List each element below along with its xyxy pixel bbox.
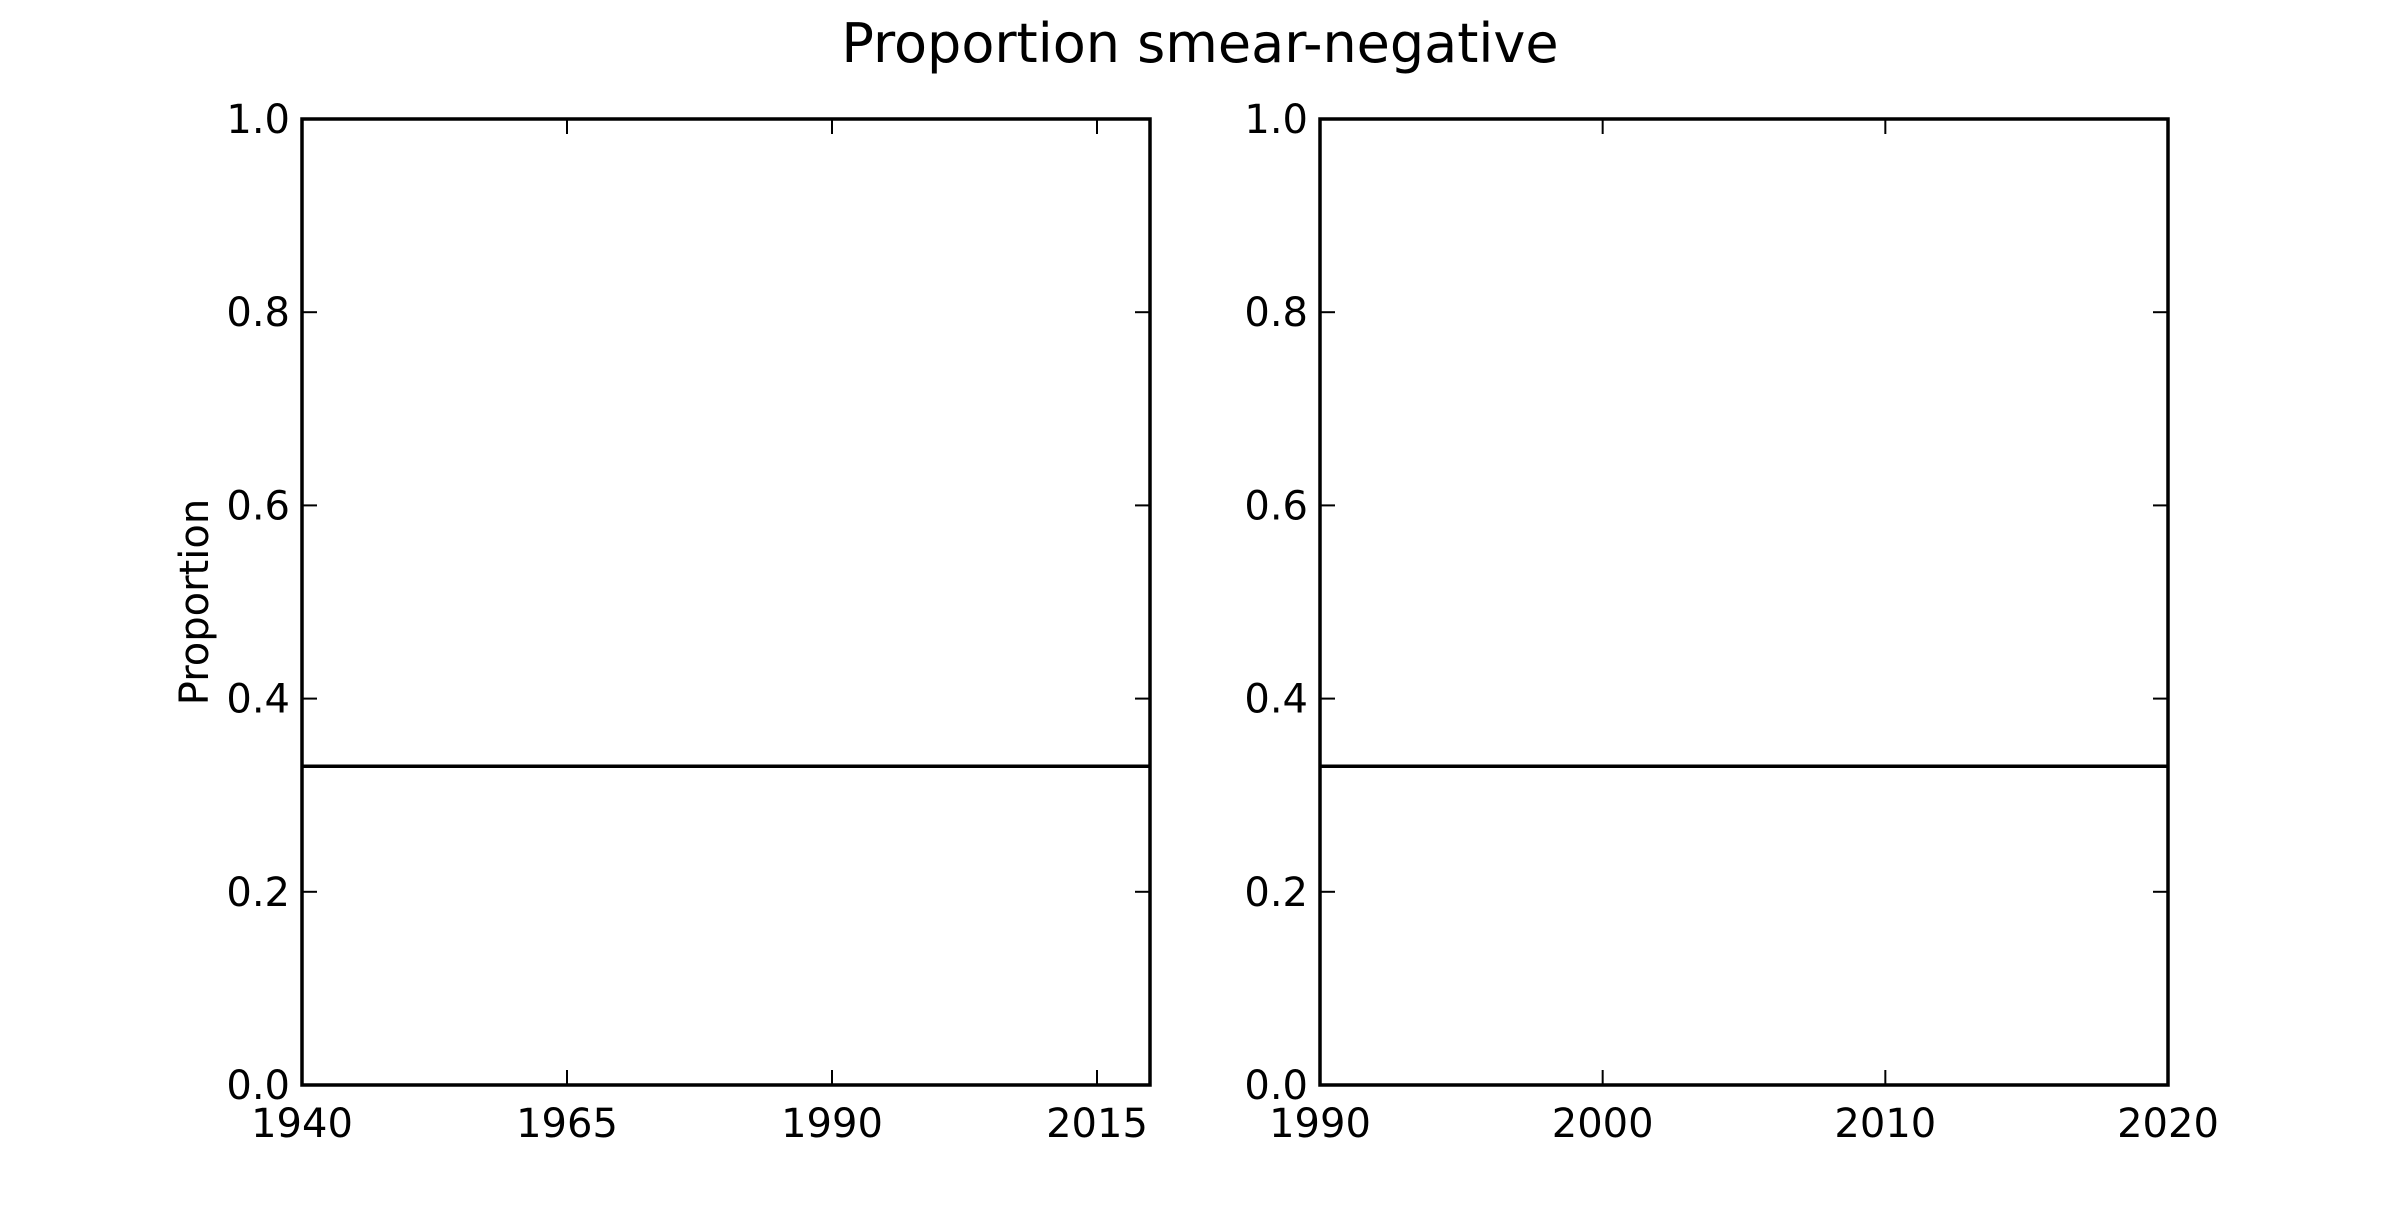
panel-2-y-tick-label: 1.0 [1244, 97, 1308, 143]
panel-1-x-tick-label: 1940 [251, 1101, 353, 1147]
panel-1-x-tick-label: 1965 [516, 1101, 618, 1147]
panel-1: 0.0 0.2 0.4 0.6 0.8 1.0 1940 1965 1990 2015 Propor… [172, 97, 1152, 1147]
panel-1-y-tick-label: 0.4 [226, 677, 290, 723]
panel-2-x-tick-label: 2020 [2117, 1101, 2219, 1147]
figure-title: Proportion smear-negative [841, 12, 1558, 75]
panel-1-y-tick-label: 0.0 [226, 1063, 290, 1109]
panel-2-x-tick-label: 2010 [1834, 1101, 1936, 1147]
panel-2-y-tick-label: 0.6 [1244, 483, 1308, 529]
panel-1-y-tick-label: 0.2 [226, 870, 290, 916]
panel-2-y-tick-label: 0.0 [1244, 1063, 1308, 1109]
panel-2-x-tick-label: 2000 [1552, 1101, 1654, 1147]
panel-2-axes-frame [1318, 117, 2170, 1087]
panel-2-y-tick-label: 0.8 [1244, 290, 1308, 336]
panel-1-axes-frame [300, 117, 1152, 1087]
panel-2-y-tick-label: 0.4 [1244, 677, 1308, 723]
panel-1-y-tick-label: 0.6 [226, 483, 290, 529]
panel-2: 0.0 0.2 0.4 0.6 0.8 1.0 1990 2000 2010 2020 [1244, 97, 2219, 1147]
panel-2-x-tick-label: 1990 [1269, 1101, 1371, 1147]
panel-1-y-tick-label: 0.8 [226, 290, 290, 336]
panel-2-y-tick-label: 0.2 [1244, 870, 1308, 916]
panel-1-y-tick-label: 1.0 [226, 97, 290, 143]
panel-1-y-axis-label: Proportion [172, 499, 218, 705]
panel-1-x-tick-label: 1990 [781, 1101, 883, 1147]
panel-1-x-tick-label: 2015 [1046, 1101, 1148, 1147]
